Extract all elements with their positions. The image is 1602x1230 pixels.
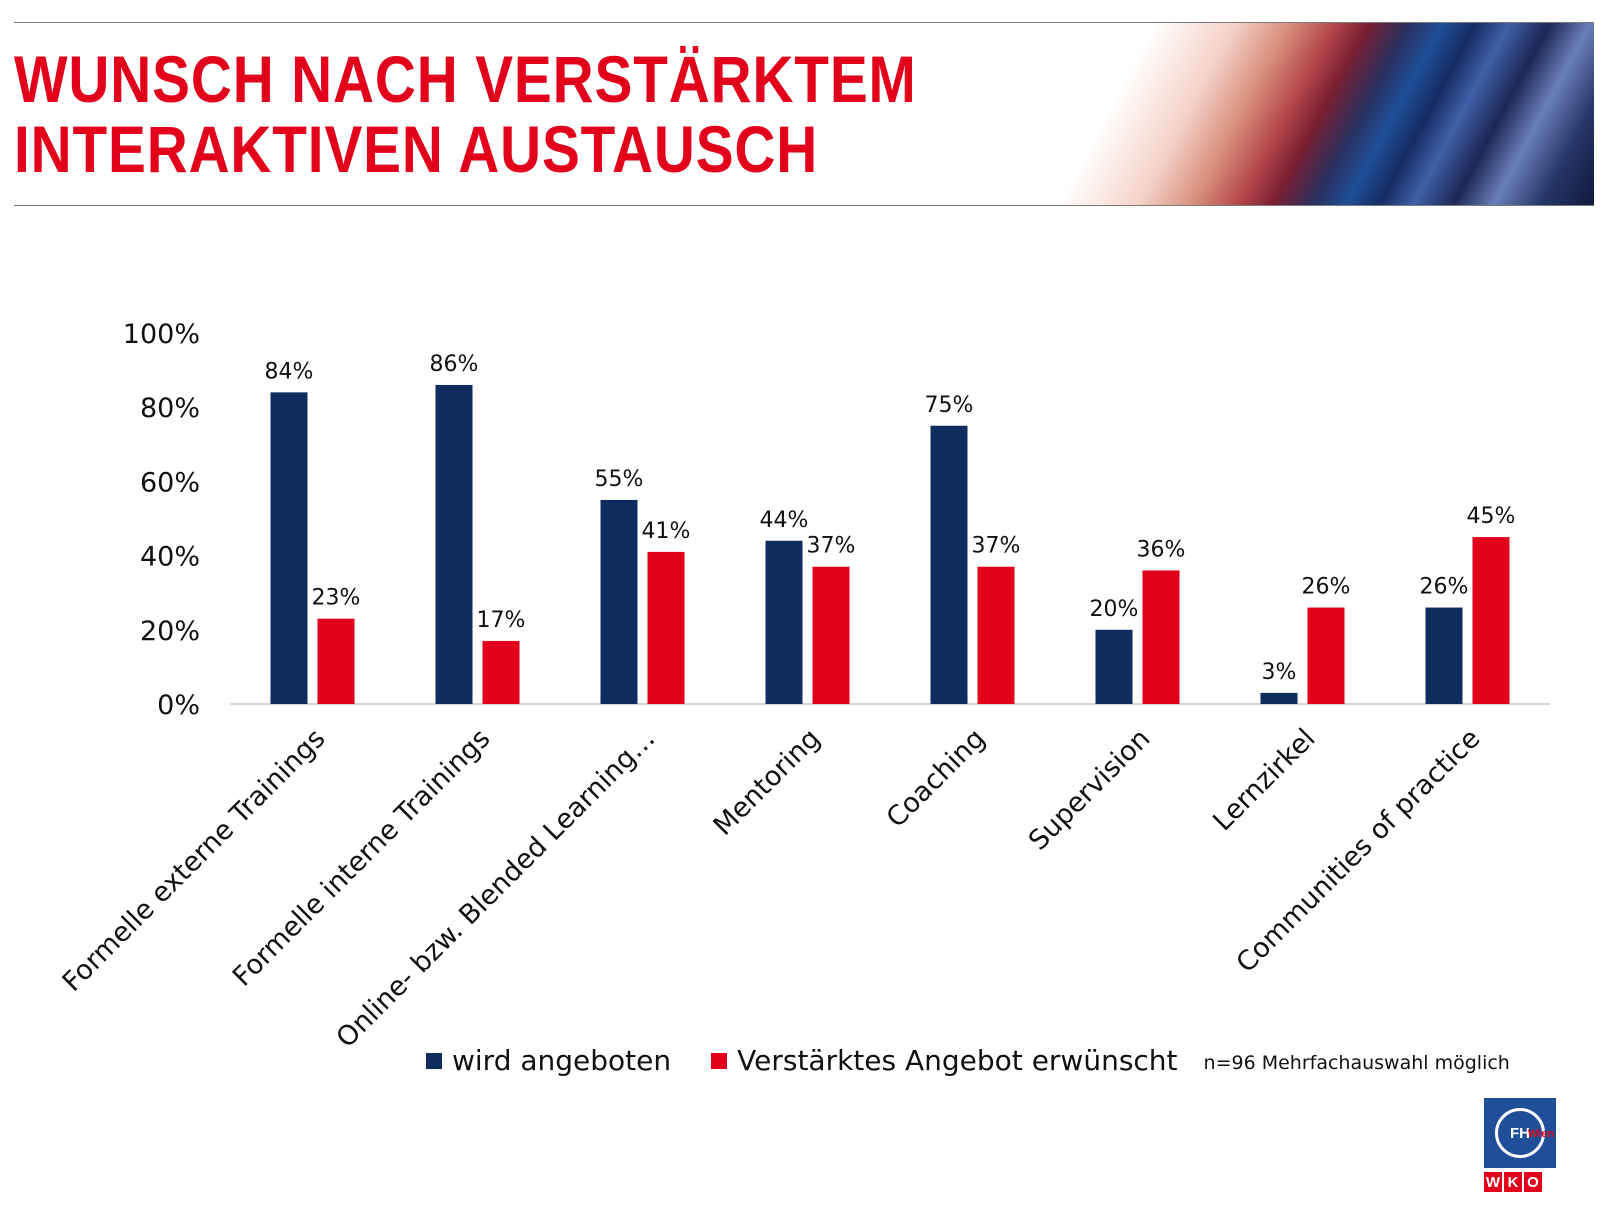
bar-desired — [1142, 570, 1180, 704]
page-title: WUNSCH NACH VERSTÄRKTEM INTERAKTIVEN AUS… — [14, 44, 917, 184]
data-label: 3% — [1262, 660, 1297, 685]
legend-swatch-desired — [711, 1052, 728, 1069]
data-label: 36% — [1137, 537, 1186, 562]
header-decor-graphic — [1020, 23, 1594, 205]
y-tick-label: 80% — [140, 393, 200, 424]
bar-desired — [977, 566, 1015, 704]
data-label: 37% — [972, 534, 1021, 559]
sample-note: n=96 Mehrfachauswahl möglich — [1203, 1051, 1510, 1074]
legend-label-offered: wird angeboten — [452, 1044, 672, 1077]
data-label: 55% — [595, 467, 644, 492]
bar-desired — [1307, 607, 1345, 704]
data-label: 41% — [642, 519, 691, 544]
bar-desired — [1472, 537, 1510, 704]
bar-desired — [647, 551, 685, 704]
x-category-label: Coaching — [881, 723, 992, 834]
x-category-label: Online- bzw. Blended Learning… — [331, 723, 662, 1054]
bar-offered — [435, 384, 473, 704]
title-line-2: INTERAKTIVEN AUSTAUSCH — [14, 112, 819, 186]
bar-offered — [765, 540, 803, 704]
y-tick-label: 0% — [157, 690, 200, 721]
data-label: 44% — [760, 508, 809, 533]
bar-desired — [317, 618, 355, 704]
title-line-1: WUNSCH NACH VERSTÄRKTEM — [14, 42, 917, 116]
data-label: 37% — [807, 534, 856, 559]
bar-desired — [812, 566, 850, 704]
legend-item-desired: Verstärktes Angebot erwünscht — [711, 1044, 1178, 1077]
y-tick-label: 40% — [140, 542, 200, 573]
data-label: 86% — [430, 352, 479, 377]
y-tick-label: 100% — [123, 319, 200, 350]
data-label: 20% — [1090, 597, 1139, 622]
data-label: 75% — [925, 393, 974, 418]
legend-item-offered: wird angeboten — [426, 1044, 671, 1077]
y-tick-label: 60% — [140, 467, 200, 498]
data-label: 17% — [477, 608, 526, 633]
bar-offered — [1425, 607, 1463, 704]
x-category-label: Lernzirkel — [1207, 723, 1321, 837]
x-category-label: Formelle interne Trainings — [227, 723, 497, 993]
fh-wien-logo-mark: FH Wien — [1484, 1098, 1556, 1168]
bar-offered — [1260, 692, 1298, 704]
data-label: 23% — [312, 586, 361, 611]
x-category-label: Mentoring — [708, 723, 827, 842]
bar-offered — [1095, 629, 1133, 704]
bar-offered — [600, 499, 638, 704]
data-label: 26% — [1420, 575, 1469, 600]
header-rule-top — [14, 22, 1594, 23]
data-label: 84% — [265, 359, 314, 384]
legend-label-desired: Verstärktes Angebot erwünscht — [737, 1044, 1178, 1077]
chart-legend: wird angeboten Verstärktes Angebot erwün… — [426, 1044, 1510, 1077]
legend-swatch-offered — [426, 1052, 442, 1069]
x-category-label: Formelle externe Trainings — [57, 723, 332, 998]
data-label: 45% — [1467, 504, 1516, 529]
bar-offered — [270, 392, 308, 704]
header-rule-bottom — [14, 205, 1594, 206]
y-tick-label: 20% — [140, 616, 200, 647]
bar-desired — [482, 640, 520, 704]
x-category-label: Supervision — [1023, 723, 1156, 856]
data-label: 26% — [1302, 575, 1351, 600]
bar-offered — [930, 425, 968, 704]
